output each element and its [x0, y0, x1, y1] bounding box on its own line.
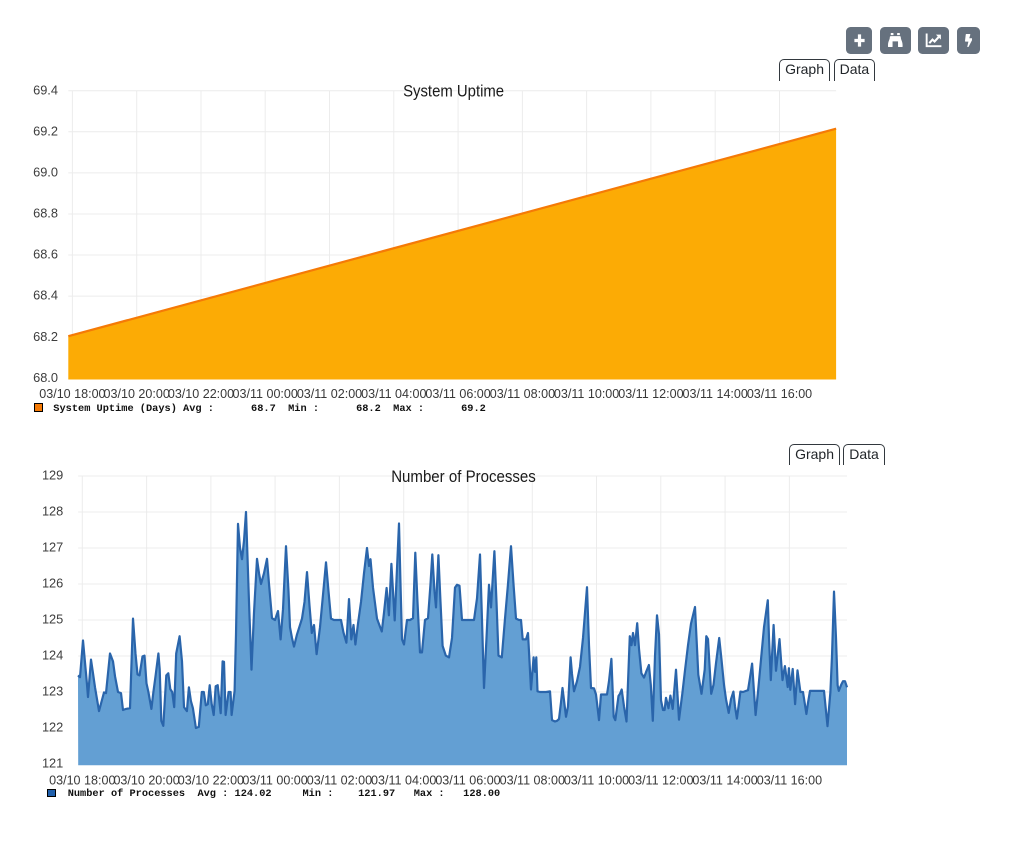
svg-text:03/10 22:00: 03/10 22:00: [178, 774, 244, 788]
svg-text:03/10 20:00: 03/10 20:00: [113, 774, 179, 788]
svg-text:03/10 18:00: 03/10 18:00: [49, 774, 115, 788]
svg-text:68.8: 68.8: [33, 206, 58, 221]
svg-text:03/11 16:00: 03/11 16:00: [757, 774, 822, 788]
svg-text:03/11 02:00: 03/11 02:00: [297, 387, 362, 401]
svg-text:124: 124: [42, 648, 63, 663]
svg-text:68.2: 68.2: [33, 329, 58, 344]
svg-text:03/11 08:00: 03/11 08:00: [490, 387, 555, 401]
svg-text:03/11 14:00: 03/11 14:00: [692, 774, 757, 788]
svg-text:123: 123: [42, 684, 63, 699]
svg-text:03/11 12:00: 03/11 12:00: [618, 387, 683, 401]
svg-text:03/11 16:00: 03/11 16:00: [747, 387, 812, 401]
svg-text:68.6: 68.6: [33, 247, 58, 262]
svg-text:03/11 06:00: 03/11 06:00: [425, 387, 490, 401]
svg-text:03/11 00:00: 03/11 00:00: [233, 387, 298, 401]
svg-text:125: 125: [42, 612, 63, 627]
svg-text:03/10 18:00: 03/10 18:00: [39, 387, 105, 401]
svg-text:126: 126: [42, 576, 63, 591]
svg-text:121: 121: [42, 756, 63, 771]
svg-text:03/11 04:00: 03/11 04:00: [361, 387, 426, 401]
svg-text:03/11 04:00: 03/11 04:00: [371, 774, 436, 788]
svg-text:03/11 14:00: 03/11 14:00: [683, 387, 748, 401]
svg-text:69.2: 69.2: [33, 123, 58, 138]
svg-text:03/11 10:00: 03/11 10:00: [554, 387, 619, 401]
svg-text:03/10 22:00: 03/10 22:00: [168, 387, 234, 401]
svg-text:03/11 02:00: 03/11 02:00: [307, 774, 372, 788]
svg-text:129: 129: [42, 468, 63, 483]
svg-text:69.0: 69.0: [33, 165, 58, 180]
svg-text:Number of Processes: Number of Processes: [391, 467, 536, 486]
svg-text:03/11 08:00: 03/11 08:00: [500, 774, 565, 788]
svg-text:System Uptime: System Uptime: [403, 82, 504, 101]
svg-text:03/11 00:00: 03/11 00:00: [242, 774, 307, 788]
svg-text:03/10 20:00: 03/10 20:00: [104, 387, 170, 401]
svg-text:127: 127: [42, 540, 63, 555]
svg-text:03/11 10:00: 03/11 10:00: [564, 774, 629, 788]
svg-text:122: 122: [42, 720, 63, 735]
svg-text:03/11 12:00: 03/11 12:00: [628, 774, 693, 788]
svg-text:03/11 06:00: 03/11 06:00: [435, 774, 500, 788]
svg-text:69.4: 69.4: [33, 82, 58, 97]
svg-text:128: 128: [42, 504, 63, 519]
svg-text:68.0: 68.0: [33, 370, 58, 385]
svg-text:68.4: 68.4: [33, 288, 58, 303]
